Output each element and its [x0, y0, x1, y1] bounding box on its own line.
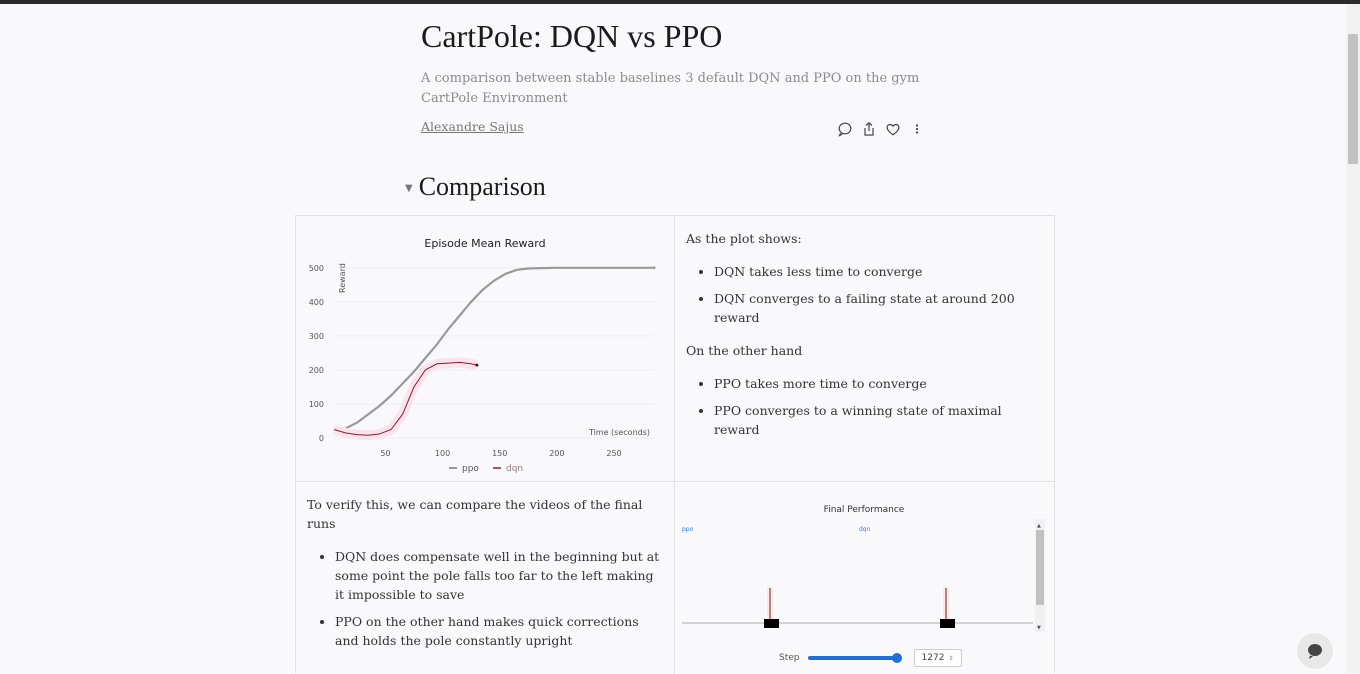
list-item: DQN converges to a failing state at arou…: [714, 289, 1043, 327]
scroll-up-icon[interactable]: ▲: [1037, 523, 1041, 529]
browser-top-bar: [0, 0, 1360, 4]
report-actions: [836, 120, 926, 138]
like-button[interactable]: [884, 120, 902, 138]
dqn-end-point: [475, 363, 479, 367]
step-slider-knob[interactable]: [891, 653, 902, 663]
ppo-end-point: [652, 266, 656, 270]
list-item: PPO converges to a winning state of maxi…: [714, 401, 1043, 439]
step-control: Step 1272 ⇕: [779, 649, 962, 667]
share-button[interactable]: [860, 120, 878, 138]
legend-label-dqn: dqn: [506, 464, 523, 474]
step-value: 1272: [921, 653, 945, 663]
page-scrollbar[interactable]: [1346, 4, 1360, 673]
y-axis-label: Reward: [338, 263, 347, 293]
x-tick-label: 150: [492, 449, 507, 458]
chat-bubble-icon: [1308, 644, 1323, 659]
ppo-pole: [769, 588, 771, 621]
media-scroll-thumb[interactable]: [1036, 530, 1044, 605]
episode-reward-chart[interactable]: Episode Mean Reward 0 100 200 300 400 500 50 100…: [296, 216, 674, 481]
y-tick-label: 300: [309, 332, 324, 341]
y-tick-label: 400: [309, 298, 324, 307]
y-tick-label: 500: [309, 264, 324, 273]
final-performance-panel: Final Performance ppo dqn ▲ ▼ Step 1272 …: [675, 482, 1054, 674]
video-intro: To verify this, we can compare the video…: [307, 497, 643, 531]
report-title: CartPole: DQN vs PPO: [421, 18, 723, 54]
panel-title: Final Performance: [824, 505, 905, 515]
ppo-cart: [764, 619, 779, 628]
ppo-series-line: [333, 266, 654, 433]
list-item: PPO takes more time to converge: [714, 374, 1043, 393]
list-item: DQN takes less time to converge: [714, 262, 1043, 281]
report-subtitle: A comparison between stable baselines 3 …: [421, 71, 920, 106]
ppo-list: PPO takes more time to converge PPO conv…: [686, 374, 1043, 439]
y-tick-label: 200: [309, 366, 324, 375]
comment-button[interactable]: [836, 120, 854, 138]
x-tick-label: 200: [549, 449, 564, 458]
video-points-list: DQN does compensate well in the beginnin…: [307, 547, 663, 650]
analysis-transition: On the other hand: [686, 343, 803, 358]
step-input[interactable]: 1272 ⇕: [913, 649, 962, 667]
share-icon: [864, 121, 874, 136]
collapse-chevron-icon[interactable]: ▼: [405, 182, 413, 194]
step-label: Step: [779, 653, 800, 663]
dqn-video-label: dqn: [859, 526, 871, 533]
author-link[interactable]: Alexandre Sajus: [421, 119, 524, 134]
heart-icon: [886, 123, 900, 136]
scrollbar-thumb[interactable]: [1348, 34, 1358, 164]
chart-title: Episode Mean Reward: [424, 237, 545, 250]
list-item: DQN does compensate well in the beginnin…: [335, 547, 663, 604]
scroll-down-icon[interactable]: ▼: [1037, 625, 1041, 631]
dqn-pole: [945, 588, 947, 621]
x-tick-label: 250: [606, 449, 621, 458]
dqn-list: DQN takes less time to converge DQN conv…: [686, 262, 1043, 327]
chat-button[interactable]: [1297, 633, 1333, 669]
analysis-panel: As the plot shows: DQN takes less time t…: [675, 216, 1054, 482]
dqn-series-line: [333, 361, 478, 436]
more-button[interactable]: [908, 120, 926, 138]
x-tick-label: 100: [435, 449, 450, 458]
video-explanation-panel: To verify this, we can compare the video…: [296, 482, 675, 674]
analysis-intro: As the plot shows:: [686, 231, 802, 246]
step-slider[interactable]: [807, 653, 902, 663]
chart-panel: Episode Mean Reward 0 100 200 300 400 500 50 100…: [296, 216, 675, 482]
ppo-video-label: ppo: [682, 526, 694, 533]
section-title: Comparison: [418, 172, 546, 201]
section-header[interactable]: ▼ Comparison: [405, 172, 546, 202]
dqn-cart: [940, 619, 955, 628]
legend-label-ppo: ppo: [462, 464, 479, 474]
x-axis-label: Time (seconds): [588, 428, 650, 437]
y-tick-label: 100: [309, 400, 324, 409]
comment-icon: [838, 122, 852, 137]
more-icon: [915, 124, 919, 134]
stepper-icon[interactable]: ⇕: [948, 654, 954, 662]
panel-grid: Episode Mean Reward 0 100 200 300 400 500 50 100…: [295, 215, 1055, 674]
x-tick-label: 50: [380, 449, 390, 458]
y-tick-label: 0: [319, 434, 324, 443]
list-item: PPO on the other hand makes quick correc…: [335, 612, 663, 650]
final-performance-media: Final Performance ppo dqn ▲ ▼: [682, 505, 1045, 632]
